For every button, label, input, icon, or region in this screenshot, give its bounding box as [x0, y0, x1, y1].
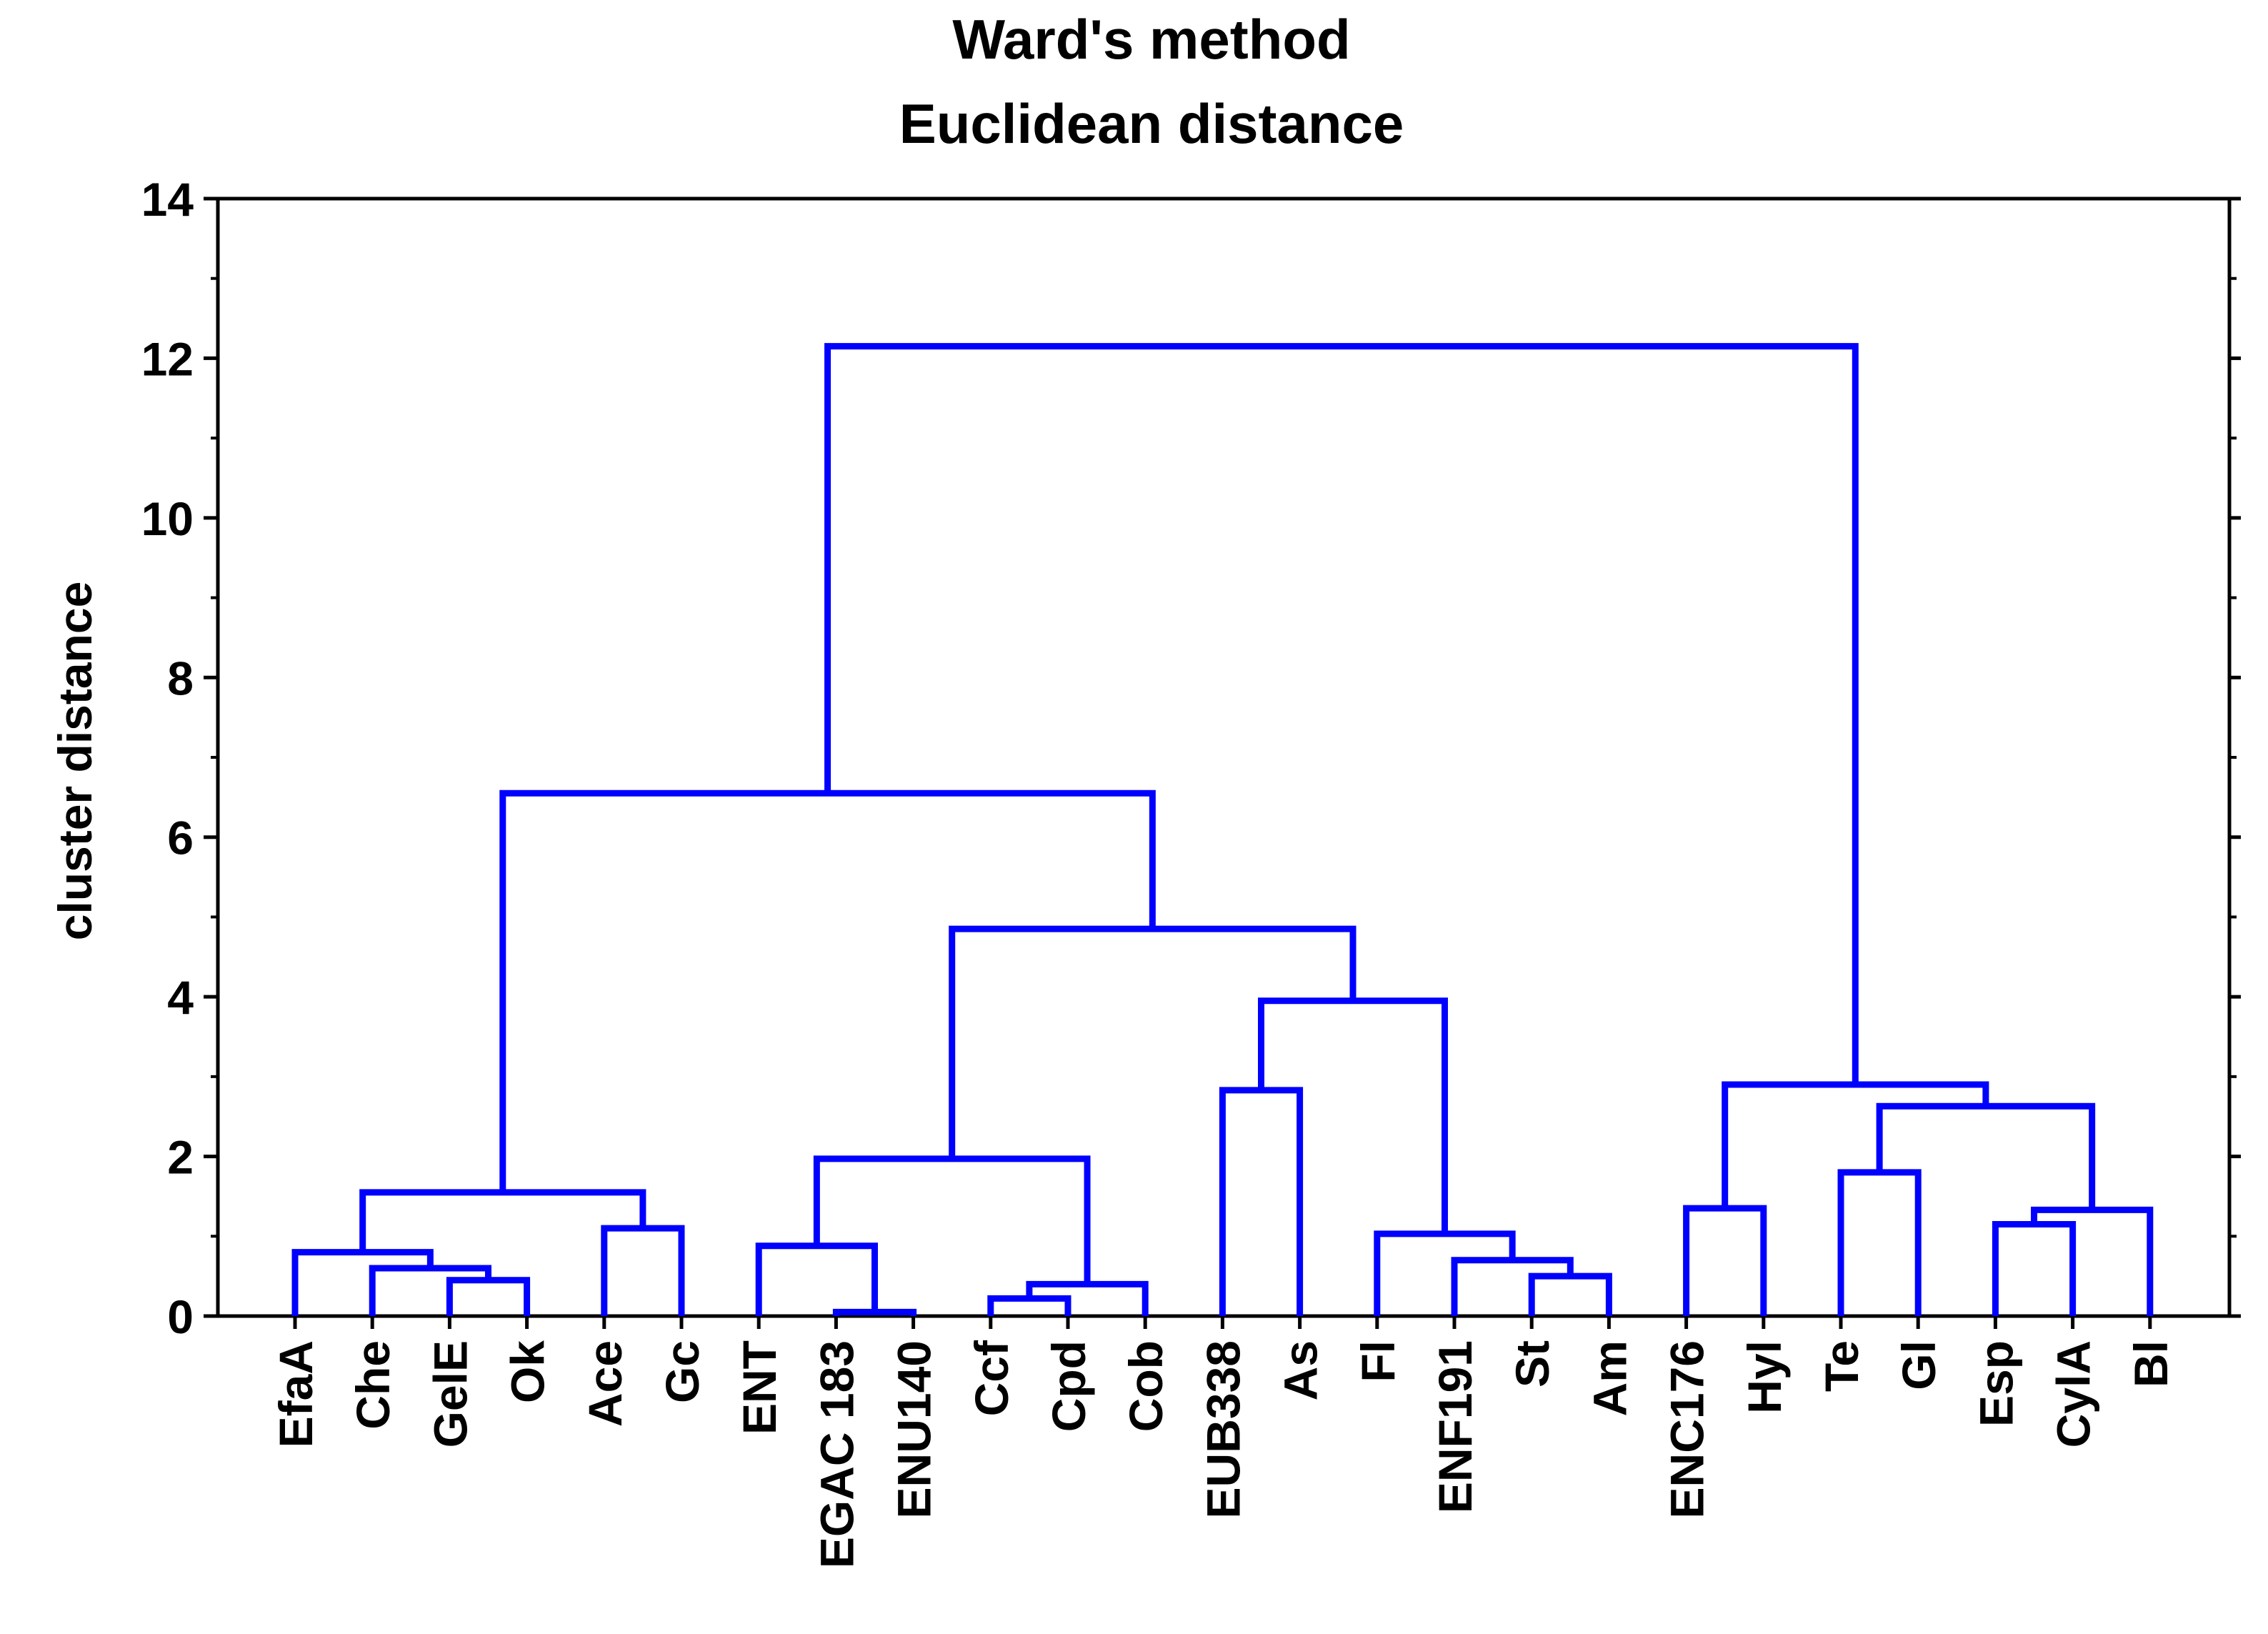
- y-axis-label: cluster distance: [49, 582, 101, 941]
- dendrogram-link: [1992, 1221, 2077, 1316]
- y-tick-label: 8: [167, 652, 194, 704]
- dendrogram-link: [1683, 1205, 1767, 1316]
- dendrogram-link: [755, 1242, 878, 1316]
- leaf-label: Cpd: [1042, 1340, 1095, 1432]
- dendrogram-link: [369, 1265, 491, 1316]
- leaf-label: Esp: [1969, 1340, 2022, 1427]
- dendrogram-link: [359, 1189, 646, 1252]
- dendrogram-link: [824, 343, 1859, 1085]
- dendrogram-link: [813, 1155, 1091, 1285]
- leaf-label: Ace: [579, 1340, 631, 1427]
- leaf-label: Am: [1583, 1340, 1636, 1416]
- leaf-label: Cob: [1119, 1340, 1172, 1432]
- dendrogram-link: [987, 1295, 1071, 1316]
- leaf-label: ENT: [733, 1340, 786, 1435]
- dendrogram-link: [949, 925, 1357, 1159]
- leaf-label: Fl: [1352, 1340, 1404, 1383]
- leaf-label: Ok: [501, 1340, 554, 1403]
- dendrogram-link: [499, 789, 1156, 1192]
- leaf-labels: EfaA Che GelE Ok Ace Gc ENT EGAC 183 ENU140 Ccf Cp…: [269, 1316, 2177, 1568]
- y-tick-label: 4: [167, 971, 194, 1024]
- leaf-label: Gc: [656, 1340, 709, 1403]
- y-tick-label: 2: [167, 1131, 194, 1184]
- leaf-label: EGAC 183: [810, 1340, 863, 1568]
- y-tick-label: 10: [141, 492, 194, 545]
- leaf-label: EfaA: [269, 1340, 322, 1448]
- leaf-label: Che: [346, 1340, 399, 1430]
- leaf-label: Bl: [2124, 1340, 2177, 1388]
- leaf-label: EUB338: [1197, 1340, 1249, 1518]
- leaf-label: Hyl: [1738, 1340, 1791, 1414]
- dendrogram-link: [1451, 1257, 1574, 1316]
- dendrogram-link: [1837, 1169, 1922, 1316]
- y-tick-label: 6: [167, 812, 194, 865]
- leaf-label: Gl: [1892, 1340, 1945, 1390]
- leaf-label: ENU140: [888, 1340, 941, 1518]
- dendrogram-link: [446, 1277, 531, 1316]
- dendrogram-link: [1722, 1081, 1989, 1209]
- y-tick-label: 0: [167, 1290, 194, 1343]
- leaf-label: ENF191: [1429, 1340, 1482, 1513]
- dendrogram-link: [601, 1225, 685, 1316]
- leaf-label: CylA: [2047, 1340, 2100, 1448]
- y-tick-label: 14: [141, 173, 194, 226]
- dendrogram-link: [1528, 1272, 1612, 1316]
- chart-subtitle: Euclidean distance: [899, 92, 1404, 155]
- leaf-label: As: [1274, 1340, 1327, 1400]
- y-tick-label: 12: [141, 332, 194, 385]
- leaf-label: Te: [1815, 1340, 1868, 1392]
- leaf-label: Ccf: [965, 1340, 1018, 1416]
- dendrogram-link: [291, 1249, 434, 1316]
- chart-title: Ward's method: [952, 8, 1350, 71]
- leaf-label: ENC176: [1661, 1340, 1714, 1518]
- dendrogram-links: [291, 343, 2154, 1316]
- dendrogram-link: [1374, 1230, 1516, 1316]
- dendrogram-link: [1219, 1087, 1304, 1316]
- leaf-label: St: [1506, 1340, 1559, 1388]
- y-axis-ticks: 0 2 4 6 8 10 12 14: [141, 173, 2241, 1343]
- dendrogram-link: [1876, 1102, 2096, 1210]
- leaf-label: GelE: [424, 1340, 476, 1448]
- dendrogram-link: [1258, 997, 1448, 1234]
